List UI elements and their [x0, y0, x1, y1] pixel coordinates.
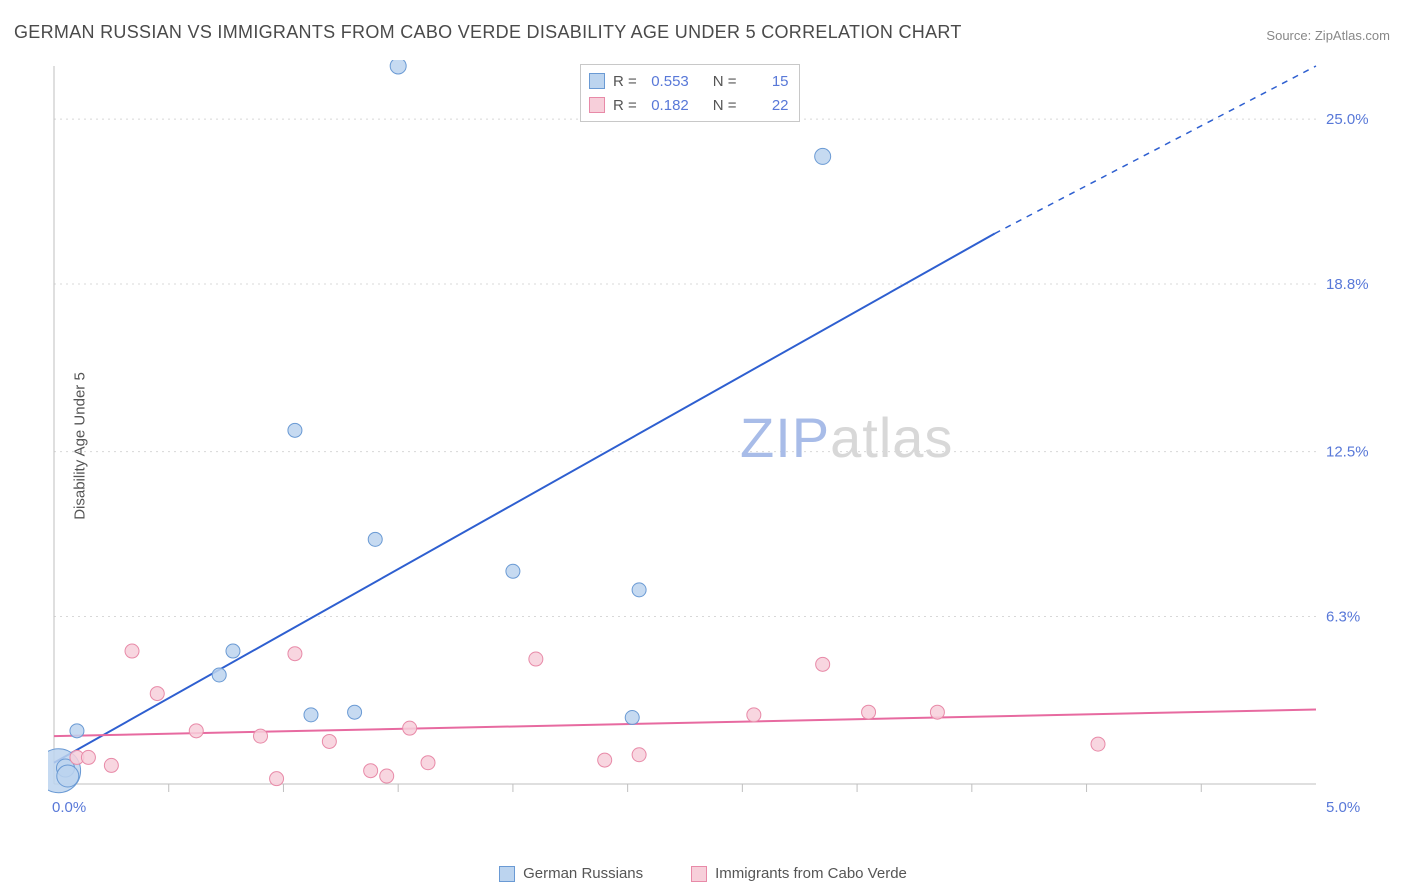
legend-stats-row-1: R = 0.182 N = 22 — [589, 93, 789, 117]
legend-swatch-0 — [589, 73, 605, 89]
legend-n-value-1: 22 — [745, 97, 789, 114]
bottom-legend-item-0: German Russians — [499, 865, 643, 882]
chart-source: Source: ZipAtlas.com — [1266, 28, 1390, 43]
chart-container: GERMAN RUSSIAN VS IMMIGRANTS FROM CABO V… — [0, 0, 1406, 892]
plot-area: 6.3% 12.5% 18.8% 25.0% 0.0% 5.0% — [48, 60, 1388, 830]
svg-text:6.3%: 6.3% — [1326, 608, 1360, 625]
svg-text:5.0%: 5.0% — [1326, 799, 1360, 816]
legend-r-value-1: 0.182 — [645, 97, 689, 114]
legend-stats-row-0: R = 0.553 N = 15 — [589, 69, 789, 93]
svg-text:0.0%: 0.0% — [52, 799, 86, 816]
legend-n-label-1: N = — [713, 97, 737, 114]
bottom-legend-item-1: Immigrants from Cabo Verde — [691, 865, 907, 882]
bottom-legend-label-0: German Russians — [523, 865, 643, 882]
chart-svg: 6.3% 12.5% 18.8% 25.0% 0.0% 5.0% — [48, 60, 1388, 830]
bottom-legend-label-1: Immigrants from Cabo Verde — [715, 865, 907, 882]
svg-text:12.5%: 12.5% — [1326, 444, 1369, 461]
legend-r-label-0: R = — [613, 73, 637, 90]
legend-swatch-1 — [589, 97, 605, 113]
svg-text:25.0%: 25.0% — [1326, 111, 1369, 128]
legend-r-label-1: R = — [613, 97, 637, 114]
source-label: Source: — [1266, 28, 1311, 43]
bottom-legend-swatch-1 — [691, 866, 707, 882]
bottom-legend-swatch-0 — [499, 866, 515, 882]
source-value: ZipAtlas.com — [1315, 28, 1390, 43]
legend-r-value-0: 0.553 — [645, 73, 689, 90]
bottom-legend: German Russians Immigrants from Cabo Ver… — [0, 865, 1406, 882]
chart-title: GERMAN RUSSIAN VS IMMIGRANTS FROM CABO V… — [14, 22, 962, 43]
legend-stats-box: R = 0.553 N = 15 R = 0.182 N = 22 — [580, 64, 800, 122]
legend-n-label-0: N = — [713, 73, 737, 90]
legend-n-value-0: 15 — [745, 73, 789, 90]
svg-text:18.8%: 18.8% — [1326, 276, 1369, 293]
